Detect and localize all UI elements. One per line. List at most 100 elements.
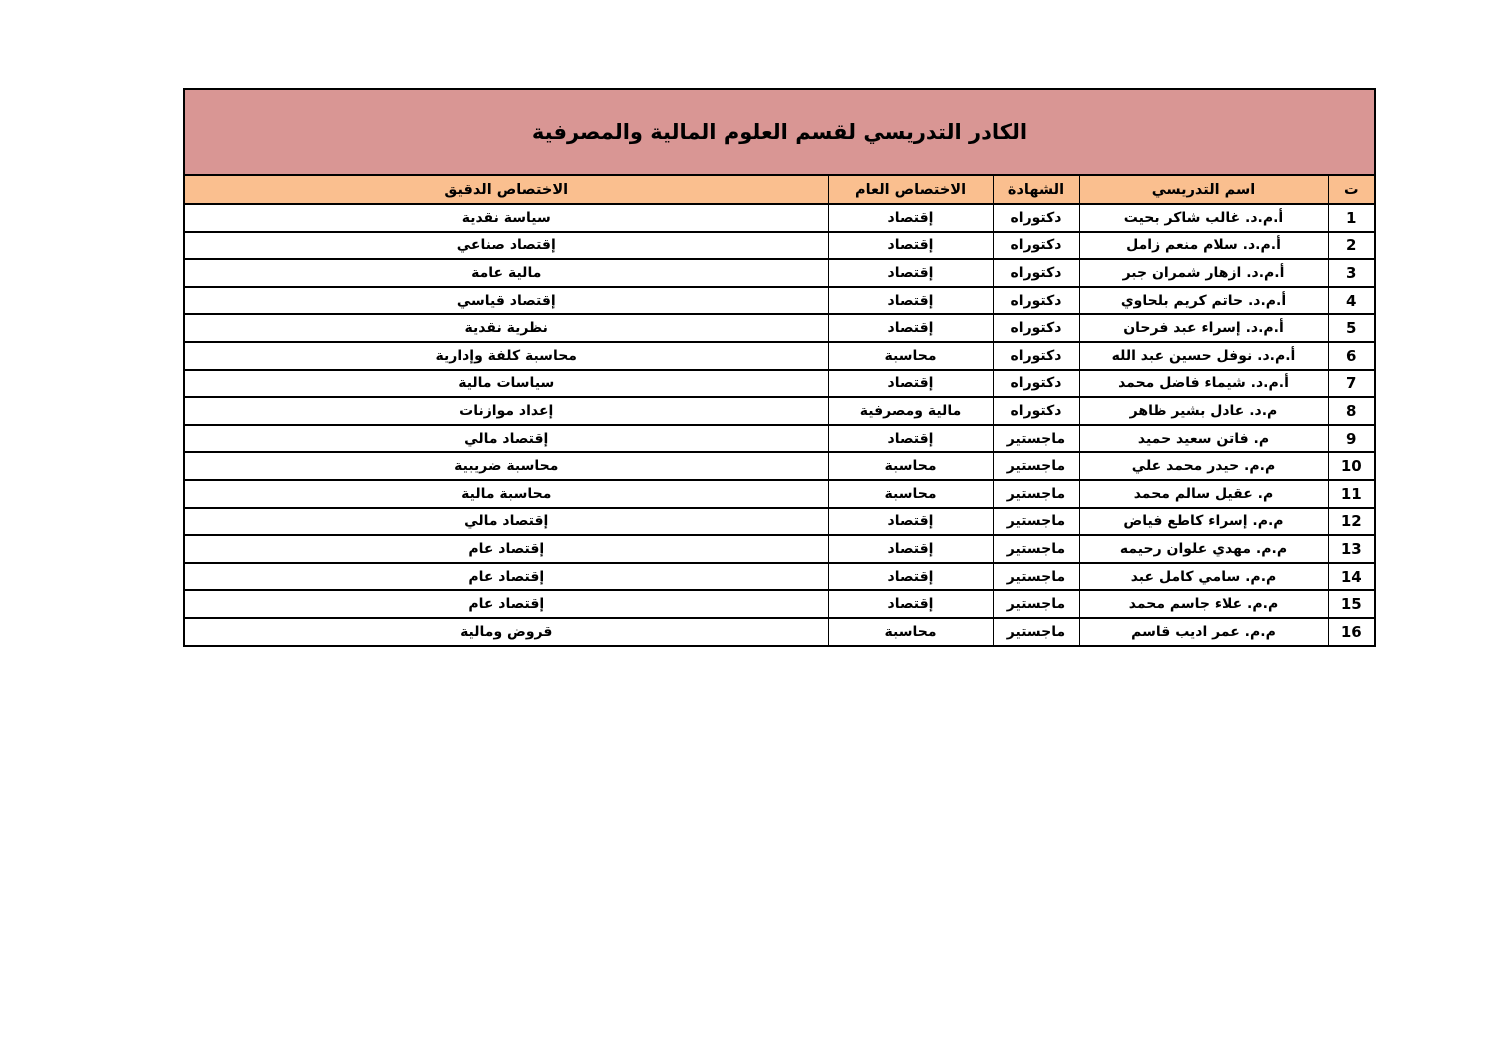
cell-no: 8	[1327, 396, 1376, 426]
cell-no: 2	[1327, 230, 1376, 261]
column-header-name: اسم التدريسي	[1078, 174, 1329, 205]
cell-degree: ماجستير	[992, 506, 1080, 537]
cell-degree: دكتوراه	[992, 313, 1080, 343]
title-row: الكادر التدريسي لقسم العلوم المالية والم…	[183, 88, 1376, 176]
cell-precise: إقتصاد عام	[183, 561, 829, 592]
cell-degree: ماجستير	[992, 423, 1080, 454]
cell-no: 5	[1327, 313, 1376, 343]
cell-precise: إقتصاد مالي	[183, 506, 829, 537]
cell-name: أ.م.د. غالب شاكر بحيت	[1078, 203, 1329, 233]
table-title: الكادر التدريسي لقسم العلوم المالية والم…	[183, 88, 1376, 176]
cell-precise: إقتصاد عام	[183, 589, 829, 619]
table-row: 16 م.م. عمر اديب قاسم ماجستير محاسبة قروض وم…	[183, 616, 1376, 647]
cell-precise: إقتصاد قياسي	[183, 285, 829, 316]
table-body: 1 أ.م.د. غالب شاكر بحيت دكتوراه إقتصاد سياسة…	[183, 203, 1376, 647]
cell-general: محاسبة	[827, 478, 994, 509]
cell-precise: سياسة نقدية	[183, 203, 829, 233]
column-header-no: ت	[1327, 174, 1376, 205]
table-row: 11 م. عقيل سالم محمد ماجستير محاسبة محاسبة م…	[183, 478, 1376, 509]
cell-degree: ماجستير	[992, 451, 1080, 481]
document-table-wrapper: الكادر التدريسي لقسم العلوم المالية والم…	[183, 88, 1376, 647]
cell-degree: ماجستير	[992, 478, 1080, 509]
cell-precise: مالية عامة	[183, 258, 829, 288]
table-row: 8 م.د. عادل بشير ظاهر دكتوراه مالية ومصرفية…	[183, 396, 1376, 426]
cell-general: إقتصاد	[827, 423, 994, 454]
cell-degree: دكتوراه	[992, 258, 1080, 288]
cell-degree: ماجستير	[992, 589, 1080, 619]
table-row: 3 أ.م.د. ازهار شمران جبر دكتوراه إقتصاد مالي…	[183, 258, 1376, 288]
table-row: 7 أ.م.د. شيماء فاضل محمد دكتوراه إقتصاد سياس…	[183, 368, 1376, 399]
cell-name: م.م. مهدي علوان رحيمه	[1078, 534, 1329, 564]
table-row: 12 م.م. إسراء كاطع فياض ماجستير إقتصاد إقتصا…	[183, 506, 1376, 537]
cell-degree: ماجستير	[992, 616, 1080, 647]
cell-precise: قروض ومالية	[183, 616, 829, 647]
cell-general: محاسبة	[827, 616, 994, 647]
cell-precise: محاسبة كلفة وإدارية	[183, 340, 829, 371]
table-row: 4 أ.م.د. حاتم كريم بلحاوي دكتوراه إقتصاد إقت…	[183, 285, 1376, 316]
cell-name: م.م. علاء جاسم محمد	[1078, 589, 1329, 619]
column-header-degree: الشهادة	[992, 174, 1080, 205]
cell-name: أ.م.د. إسراء عبد فرحان	[1078, 313, 1329, 343]
cell-general: إقتصاد	[827, 506, 994, 537]
cell-no: 4	[1327, 285, 1376, 316]
cell-no: 15	[1327, 589, 1376, 619]
cell-precise: إقتصاد صناعي	[183, 230, 829, 261]
cell-precise: إقتصاد مالي	[183, 423, 829, 454]
cell-no: 9	[1327, 423, 1376, 454]
cell-general: إقتصاد	[827, 313, 994, 343]
cell-no: 1	[1327, 203, 1376, 233]
cell-general: إقتصاد	[827, 230, 994, 261]
cell-name: أ.م.د. نوفل حسين عبد الله	[1078, 340, 1329, 371]
cell-precise: محاسبة ضريبية	[183, 451, 829, 481]
cell-precise: نظرية نقدية	[183, 313, 829, 343]
cell-degree: دكتوراه	[992, 396, 1080, 426]
cell-general: إقتصاد	[827, 258, 994, 288]
cell-name: م. فاتن سعيد حميد	[1078, 423, 1329, 454]
table-row: 2 أ.م.د. سلام منعم زامل دكتوراه إقتصاد إقتصا…	[183, 230, 1376, 261]
cell-general: إقتصاد	[827, 203, 994, 233]
cell-no: 14	[1327, 561, 1376, 592]
cell-no: 11	[1327, 478, 1376, 509]
cell-name: م.د. عادل بشير ظاهر	[1078, 396, 1329, 426]
cell-name: م. عقيل سالم محمد	[1078, 478, 1329, 509]
cell-precise: إعداد موازنات	[183, 396, 829, 426]
cell-no: 6	[1327, 340, 1376, 371]
cell-general: مالية ومصرفية	[827, 396, 994, 426]
cell-degree: دكتوراه	[992, 285, 1080, 316]
cell-degree: دكتوراه	[992, 340, 1080, 371]
cell-precise: محاسبة مالية	[183, 478, 829, 509]
cell-name: م.م. عمر اديب قاسم	[1078, 616, 1329, 647]
cell-general: إقتصاد	[827, 285, 994, 316]
cell-name: أ.م.د. حاتم كريم بلحاوي	[1078, 285, 1329, 316]
cell-name: م.م. حيدر محمد علي	[1078, 451, 1329, 481]
header-row: ت اسم التدريسي الشهادة الاختصاص العام ال…	[183, 174, 1376, 205]
cell-no: 10	[1327, 451, 1376, 481]
cell-name: أ.م.د. سلام منعم زامل	[1078, 230, 1329, 261]
cell-no: 3	[1327, 258, 1376, 288]
staff-table: الكادر التدريسي لقسم العلوم المالية والم…	[183, 88, 1376, 647]
table-row: 6 أ.م.د. نوفل حسين عبد الله دكتوراه محاسبة م…	[183, 340, 1376, 371]
cell-name: م.م. إسراء كاطع فياض	[1078, 506, 1329, 537]
cell-no: 7	[1327, 368, 1376, 399]
cell-degree: دكتوراه	[992, 203, 1080, 233]
cell-precise: سياسات مالية	[183, 368, 829, 399]
cell-no: 13	[1327, 534, 1376, 564]
cell-no: 12	[1327, 506, 1376, 537]
cell-name: أ.م.د. شيماء فاضل محمد	[1078, 368, 1329, 399]
cell-degree: دكتوراه	[992, 230, 1080, 261]
table-row: 1 أ.م.د. غالب شاكر بحيت دكتوراه إقتصاد سياسة…	[183, 203, 1376, 233]
cell-degree: ماجستير	[992, 561, 1080, 592]
column-header-precise: الاختصاص الدقيق	[183, 174, 829, 205]
column-header-general: الاختصاص العام	[827, 174, 994, 205]
table-row: 13 م.م. مهدي علوان رحيمه ماجستير إقتصاد إقتص…	[183, 534, 1376, 564]
cell-no: 16	[1327, 616, 1376, 647]
cell-precise: إقتصاد عام	[183, 534, 829, 564]
cell-degree: دكتوراه	[992, 368, 1080, 399]
cell-general: محاسبة	[827, 451, 994, 481]
cell-name: أ.م.د. ازهار شمران جبر	[1078, 258, 1329, 288]
cell-general: إقتصاد	[827, 561, 994, 592]
cell-general: إقتصاد	[827, 534, 994, 564]
cell-degree: ماجستير	[992, 534, 1080, 564]
cell-general: محاسبة	[827, 340, 994, 371]
